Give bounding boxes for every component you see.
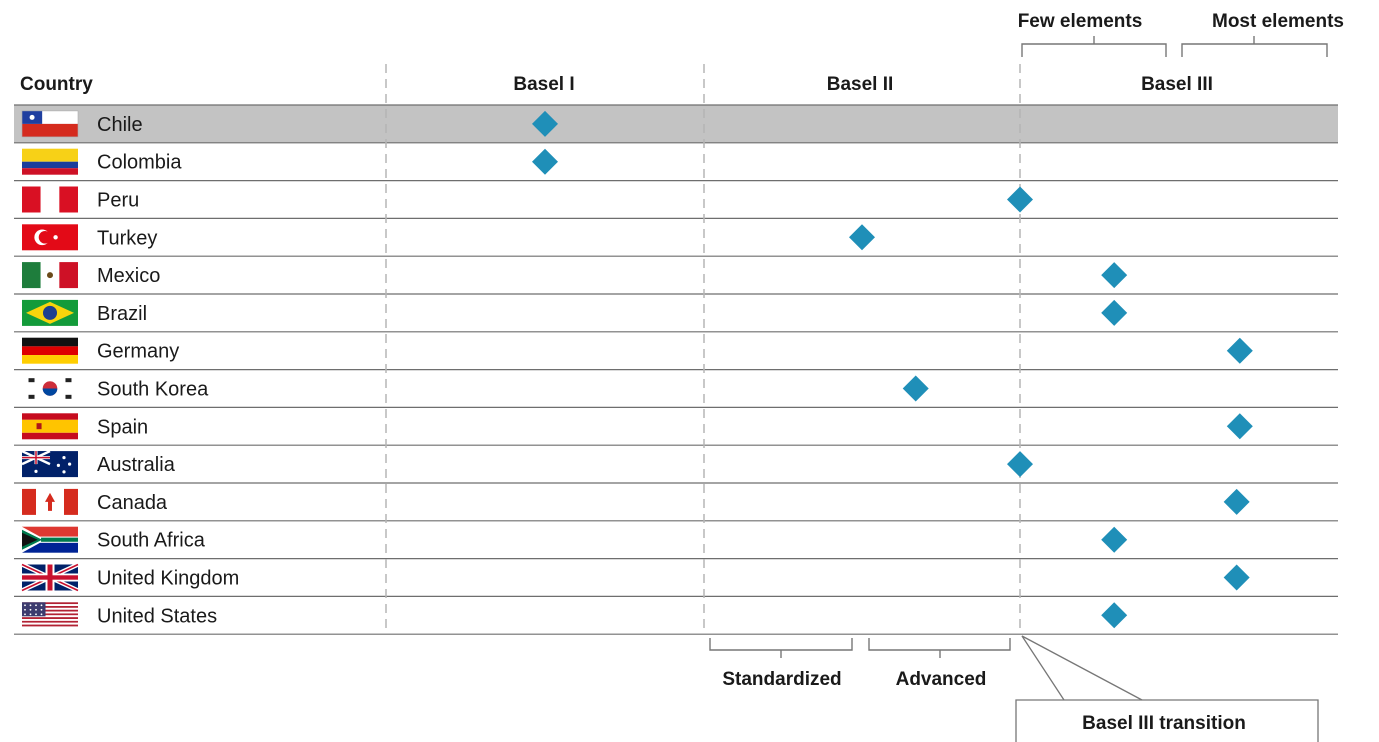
label-standardized: Standardized bbox=[722, 669, 841, 690]
stage-marker bbox=[532, 148, 558, 175]
highlight-row-band bbox=[14, 105, 1338, 143]
row-separators bbox=[14, 104, 1338, 635]
bracket-advanced bbox=[868, 638, 1011, 658]
bottom-brackets bbox=[709, 638, 1011, 658]
country-label: Mexico bbox=[97, 265, 160, 287]
callout-pointer bbox=[1021, 635, 1143, 701]
country-label: Australia bbox=[97, 454, 176, 476]
bracket-most-elements bbox=[1181, 36, 1328, 57]
label-most-elements: Most elements bbox=[1212, 11, 1344, 32]
country-label: Colombia bbox=[97, 152, 182, 174]
mexico-flag-icon bbox=[22, 262, 78, 289]
table-row: United States bbox=[22, 602, 1128, 629]
table-row: Canada bbox=[22, 488, 1250, 515]
table-row: South Africa bbox=[22, 526, 1128, 553]
country-label: Brazil bbox=[97, 303, 147, 325]
table-row: Chile bbox=[21, 110, 558, 138]
south-korea-flag-icon bbox=[22, 375, 78, 402]
stage-marker bbox=[1101, 262, 1128, 289]
country-rows: Chile Colombia Peru Turkey Mexico Brazil Germa… bbox=[21, 110, 1253, 629]
callout-box bbox=[1015, 699, 1319, 742]
stage-marker bbox=[1007, 451, 1033, 478]
turkey-flag-icon bbox=[22, 224, 78, 251]
table-row: Mexico bbox=[22, 262, 1128, 289]
table-row: Colombia bbox=[22, 148, 558, 175]
table-row: Turkey bbox=[22, 224, 875, 251]
peru-flag-icon bbox=[22, 186, 78, 213]
country-label: Germany bbox=[97, 341, 179, 363]
callout-basel-3-transition: Basel III transition bbox=[1015, 635, 1319, 742]
spain-flag-icon bbox=[22, 413, 78, 440]
label-advanced: Advanced bbox=[896, 669, 987, 690]
colombia-flag-icon bbox=[22, 148, 78, 175]
stage-marker bbox=[1223, 488, 1250, 515]
table-row: Peru bbox=[22, 186, 1033, 213]
table-row: Brazil bbox=[22, 299, 1128, 326]
canada-flag-icon bbox=[22, 488, 78, 515]
country-label: Peru bbox=[97, 190, 139, 212]
country-label: United Kingdom bbox=[97, 568, 239, 590]
country-label: Spain bbox=[97, 416, 148, 438]
table-row: South Korea bbox=[22, 375, 929, 402]
country-label: South Africa bbox=[97, 530, 206, 552]
header-basel-2: Basel II bbox=[827, 74, 894, 95]
stage-marker bbox=[1101, 299, 1128, 326]
country-label: Turkey bbox=[97, 227, 157, 249]
top-brackets bbox=[1021, 36, 1328, 57]
stage-marker bbox=[1226, 413, 1253, 440]
country-label: Canada bbox=[97, 492, 168, 514]
header-basel-1: Basel I bbox=[513, 74, 574, 95]
bracket-few-elements bbox=[1021, 36, 1167, 57]
chile-flag-icon bbox=[21, 110, 79, 138]
stage-marker bbox=[902, 375, 929, 402]
callout-label: Basel III transition bbox=[1082, 713, 1246, 734]
column-dividers bbox=[385, 64, 1021, 633]
table-row: Spain bbox=[22, 413, 1253, 440]
germany-flag-icon bbox=[22, 337, 78, 364]
united-states-flag-icon bbox=[22, 602, 78, 629]
stage-marker bbox=[1223, 564, 1250, 591]
header-country: Country bbox=[20, 74, 93, 95]
stage-marker bbox=[1101, 526, 1128, 553]
stage-marker bbox=[1007, 186, 1033, 213]
country-label: South Korea bbox=[97, 379, 209, 401]
stage-marker bbox=[849, 224, 875, 251]
header-basel-3: Basel III bbox=[1141, 74, 1213, 95]
country-label: United States bbox=[97, 605, 217, 627]
bracket-standardized bbox=[709, 638, 853, 658]
label-few-elements: Few elements bbox=[1018, 11, 1143, 32]
brazil-flag-icon bbox=[22, 299, 78, 326]
united-kingdom-flag-icon bbox=[21, 562, 79, 593]
table-row: Australia bbox=[21, 450, 1033, 478]
stage-marker bbox=[532, 110, 558, 137]
table-row: Germany bbox=[22, 337, 1253, 364]
australia-flag-icon bbox=[21, 450, 78, 478]
stage-marker bbox=[1101, 602, 1128, 629]
country-label: Chile bbox=[97, 114, 143, 136]
stage-marker bbox=[1226, 337, 1253, 364]
table-row: United Kingdom bbox=[21, 562, 1250, 593]
south-africa-flag-icon bbox=[22, 526, 78, 553]
